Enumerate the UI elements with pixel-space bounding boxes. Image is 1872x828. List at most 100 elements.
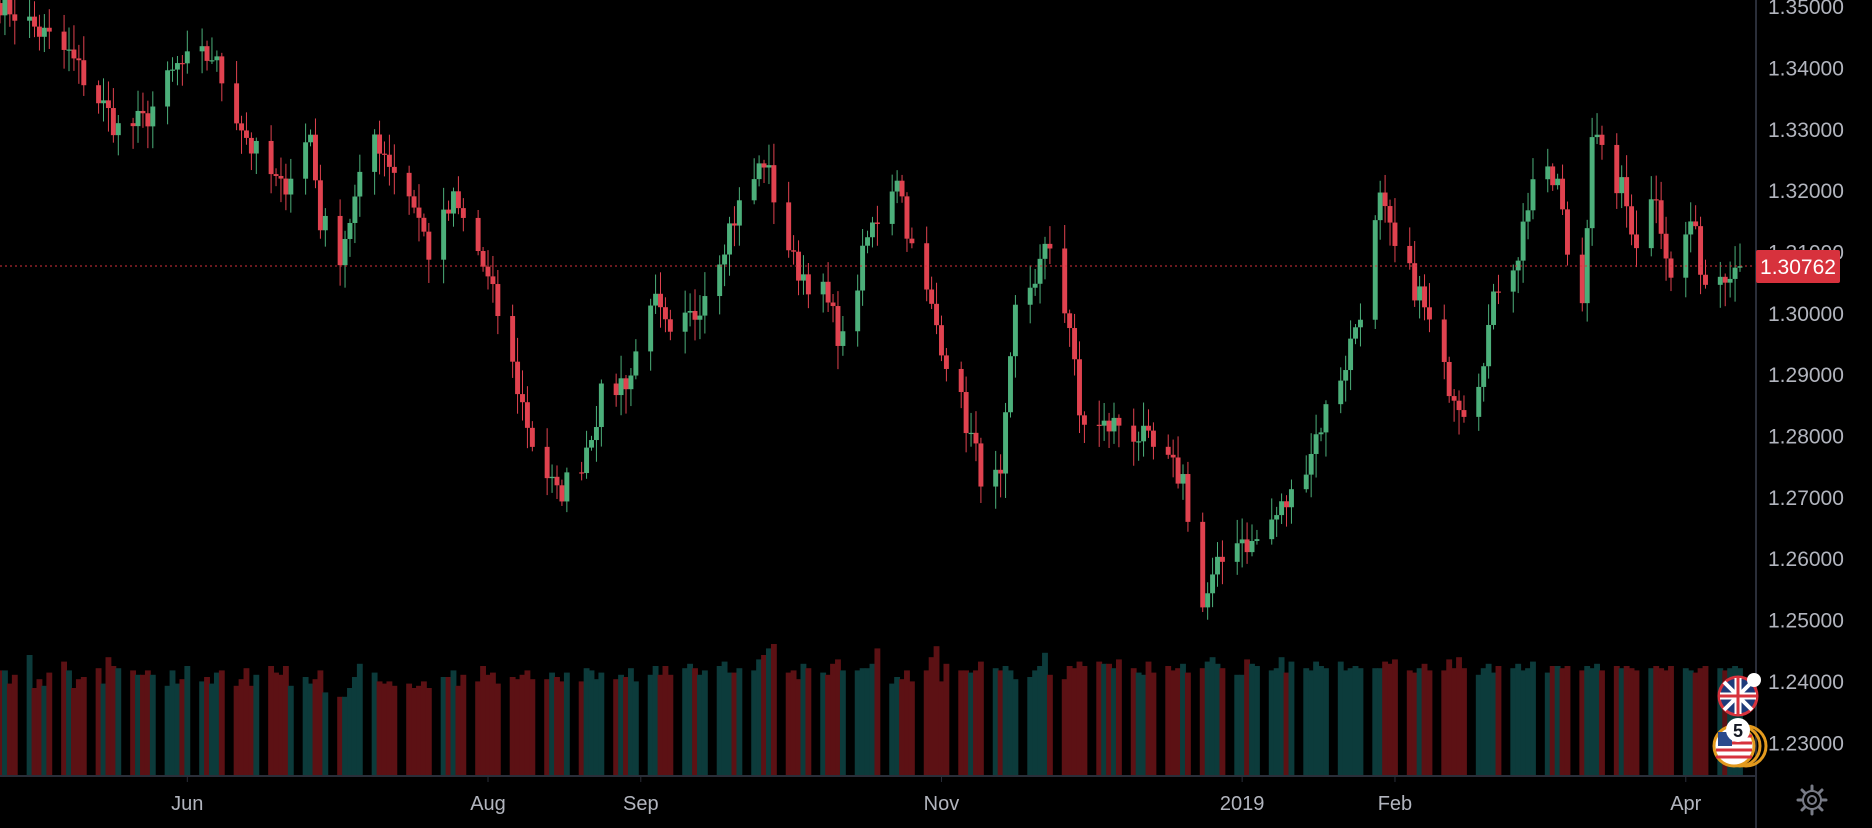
volume-bar (1185, 672, 1191, 776)
x-tick-label: Aug (470, 793, 506, 815)
volume-bar (233, 685, 240, 776)
candle-body (1239, 539, 1245, 544)
volume-bar (682, 668, 689, 776)
candle-body (860, 245, 866, 291)
candle-body (692, 310, 698, 320)
candle-body (1377, 192, 1383, 221)
volume-bar (1337, 661, 1344, 776)
candle-body (584, 447, 590, 474)
candle-body (618, 378, 624, 396)
volume-bar (687, 663, 694, 776)
candle-body (736, 200, 742, 226)
volume-bar (80, 677, 87, 776)
last-price-label: 1.30762 (1760, 256, 1836, 279)
candle-body (1219, 556, 1225, 562)
volume-bar (1530, 661, 1536, 776)
volume-bar (785, 672, 792, 776)
candle-body (1629, 206, 1635, 235)
volume-bar (1456, 657, 1462, 776)
candle-body (1520, 221, 1526, 261)
volume-bar (1382, 661, 1389, 776)
volume-bar (825, 674, 832, 776)
candle-body (170, 69, 175, 71)
volume-bar (992, 668, 999, 776)
volume-bar (1027, 677, 1034, 776)
volume-bar (149, 674, 156, 776)
price-axis[interactable]: 1.350001.340001.330001.320001.310001.300… (1768, 0, 1844, 755)
volume-bar (1219, 668, 1226, 776)
candle-body (1392, 222, 1398, 246)
candle-body (1343, 370, 1349, 381)
volume-bar (795, 679, 802, 776)
x-tick-label: Nov (924, 793, 960, 815)
volume-bar (164, 685, 171, 776)
time-axis[interactable]: Jun Aug Sep Nov 2019 Feb Apr (171, 776, 1702, 815)
candle-body (76, 58, 82, 61)
volume-bar (184, 666, 191, 776)
volume-bar (583, 668, 590, 776)
candle-body (667, 319, 673, 332)
volume-bar (322, 692, 329, 776)
volume-bar (736, 668, 743, 776)
volume-bar (489, 672, 496, 776)
us-flag-events-icon[interactable]: 5 (1712, 718, 1768, 768)
candle-body (322, 215, 328, 231)
candle-body (1491, 291, 1497, 325)
volume-bar (1658, 668, 1665, 776)
candle-body (283, 178, 289, 195)
volume-bars (0, 644, 1743, 776)
volume-bar (1199, 668, 1206, 776)
candle-body (756, 163, 762, 180)
candle-body (1244, 539, 1250, 553)
candlesticks (0, 0, 1743, 620)
volume-bar (273, 672, 279, 776)
candle-body (628, 375, 634, 390)
volume-bar (559, 681, 565, 776)
candle-body (1594, 134, 1600, 138)
volume-bar (1421, 663, 1428, 776)
candle-body (446, 209, 452, 214)
volume-bar (805, 668, 812, 776)
candle-body (998, 469, 1004, 474)
candle-body (1146, 425, 1151, 431)
volume-bar (475, 681, 482, 776)
volume-bar (31, 688, 38, 776)
uk-flag-icon[interactable] (1717, 673, 1761, 717)
candle-body (1703, 274, 1708, 285)
volume-bar (1313, 661, 1320, 776)
volume-bar (973, 670, 979, 776)
candle-body (934, 303, 940, 326)
candle-body (1106, 420, 1112, 432)
candle-body (1717, 276, 1723, 285)
volume-bar (71, 688, 77, 776)
settings-gear-icon[interactable] (1796, 784, 1828, 816)
volume-bar (889, 683, 896, 776)
volume-bar (287, 685, 294, 776)
volume-bar (869, 663, 876, 776)
candle-body (179, 63, 185, 65)
volume-bar (1682, 668, 1689, 776)
y-tick-label: 1.35000 (1768, 0, 1844, 19)
volume-bar (1549, 666, 1556, 776)
volume-bar (460, 674, 467, 776)
volume-bar (307, 683, 314, 776)
volume-bar (721, 661, 728, 776)
candle-body (598, 383, 604, 428)
candle-body (1555, 178, 1561, 186)
candle-body (1486, 324, 1492, 367)
candle-body (559, 485, 565, 502)
x-tick-label: Apr (1670, 793, 1701, 815)
candle-body (308, 134, 314, 143)
volume-bar (1165, 666, 1172, 776)
candle-body (130, 123, 136, 127)
candle-body (1338, 380, 1344, 405)
candle-body (382, 153, 387, 155)
volume-bar (756, 659, 763, 776)
volume-bar (1618, 668, 1625, 776)
volume-bar (751, 670, 758, 776)
volume-bar (1115, 659, 1122, 776)
candle-body (702, 296, 708, 316)
svg-text:5: 5 (1733, 721, 1743, 741)
candle-body (1693, 221, 1699, 227)
